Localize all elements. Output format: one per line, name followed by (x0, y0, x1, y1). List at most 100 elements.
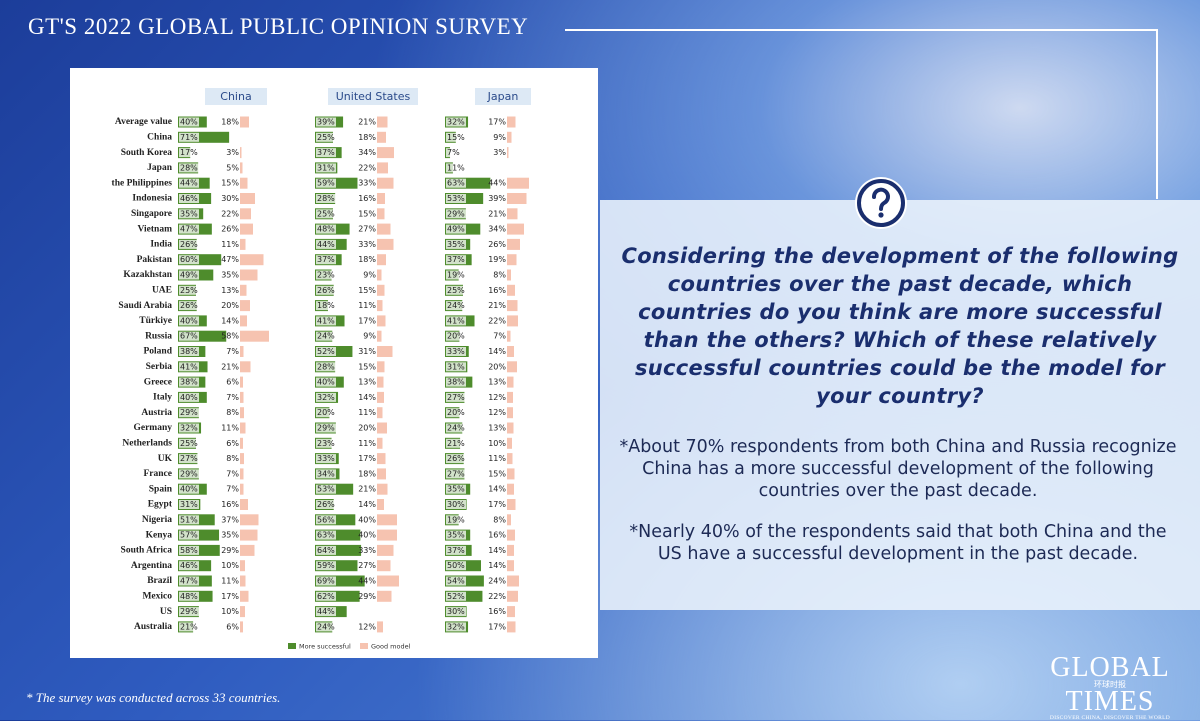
bar-label-bg (179, 163, 199, 173)
bar-good-model (240, 193, 255, 204)
bar-label-bg (446, 285, 466, 295)
bar-good-model (240, 437, 243, 449)
value-label: 14% (488, 546, 506, 555)
bar-good-model (377, 254, 386, 266)
bar-good-model (240, 346, 244, 357)
question-panel (600, 200, 1200, 610)
bar-label-bg (179, 132, 199, 142)
value-label: 11% (358, 301, 376, 310)
value-label: 48% (317, 225, 335, 234)
value-label: 26% (447, 454, 465, 463)
bar-good-model (377, 621, 383, 633)
bar-label-bg (179, 362, 199, 372)
value-label: 24% (317, 332, 335, 341)
bar-good-model (240, 208, 251, 220)
bar-label-bg (446, 561, 466, 571)
chart-panel: Average value China South Korea Japan the Ph… (70, 68, 598, 658)
value-label: 9% (493, 133, 506, 142)
value-label: 44% (488, 179, 506, 188)
value-label: 54% (447, 577, 465, 586)
logo-tagline: DISCOVER CHINA, DISCOVER THE WORLD (1049, 715, 1171, 721)
value-label: 59% (317, 179, 335, 188)
value-label: 49% (447, 225, 465, 234)
value-label: 44% (317, 240, 335, 249)
bar-more-successful (315, 529, 361, 541)
row-label: Mexico (142, 591, 172, 601)
value-label: 28% (317, 362, 335, 371)
value-label: 14% (488, 485, 506, 494)
bar-good-model (507, 544, 514, 556)
value-label: 40% (180, 393, 198, 402)
value-label: 23% (317, 271, 335, 280)
value-label: 18% (358, 255, 376, 264)
value-label: 19% (447, 271, 465, 280)
value-label: 20% (221, 301, 239, 310)
value-label: 40% (180, 485, 198, 494)
value-label: 14% (358, 500, 376, 509)
bar-label-bg (179, 607, 199, 617)
bar-good-model (240, 223, 253, 235)
value-label: 11% (221, 240, 239, 249)
value-label: 6% (226, 439, 239, 448)
bar-label-bg (446, 591, 466, 601)
bar-good-model (240, 361, 251, 373)
row-label: the Philippines (112, 178, 173, 188)
bar-good-model (240, 315, 247, 327)
row-label: Poland (143, 347, 172, 357)
bar-good-model (377, 238, 394, 250)
row-label: Nigeria (142, 515, 172, 525)
bar-good-model (240, 575, 246, 587)
bar-good-model (377, 361, 385, 373)
value-label: 14% (488, 561, 506, 570)
bar-label-bg (316, 301, 336, 311)
value-label: 16% (488, 531, 506, 540)
value-label: 17% (488, 622, 506, 631)
bar-label-bg (179, 454, 199, 464)
value-label: 31% (447, 362, 465, 371)
value-label: 17% (358, 316, 376, 325)
bar-good-model (377, 284, 385, 296)
bar-label-bg (446, 270, 466, 280)
bar-label-bg (179, 194, 199, 203)
value-label: 71% (180, 133, 198, 142)
value-label: 20% (447, 408, 465, 417)
bar-good-model (377, 407, 383, 419)
value-label: 29% (317, 424, 335, 433)
value-label: 12% (358, 622, 376, 631)
panel-header-box (205, 88, 267, 105)
bar-good-model (377, 330, 382, 342)
bar-good-model (507, 529, 515, 541)
value-label: 17% (488, 118, 506, 127)
bar-good-model (507, 131, 512, 143)
bar-label-bg (179, 148, 199, 158)
bar-good-model (377, 422, 387, 434)
bar-more-successful (178, 131, 230, 143)
value-label: 41% (180, 362, 198, 371)
bar-label-bg (316, 438, 336, 448)
bar-good-model (240, 606, 245, 618)
note: *Nearly 40% of the respondents said that… (629, 522, 1167, 564)
value-label: 17% (180, 148, 198, 157)
bar-label-bg (446, 408, 466, 418)
value-label: 8% (493, 271, 506, 280)
value-label: 29% (180, 469, 198, 478)
bar-label-bg (179, 209, 199, 219)
bar-good-model (507, 483, 514, 495)
bar-label-bg (316, 591, 336, 601)
chart: Average value China South Korea Japan the Ph… (112, 88, 531, 651)
value-label: 26% (180, 240, 198, 249)
bar-label-bg (179, 117, 199, 127)
value-label: 18% (221, 118, 239, 127)
value-label: 11% (221, 424, 239, 433)
value-label: 44% (358, 577, 376, 586)
value-label: 21% (488, 301, 506, 310)
value-label: 35% (447, 240, 465, 249)
row-label: Saudi Arabia (118, 301, 172, 311)
value-label: 32% (447, 622, 465, 631)
value-label: 27% (358, 561, 376, 570)
value-label: 17% (221, 592, 239, 601)
bar-label-bg (179, 239, 199, 249)
value-label: 58% (221, 332, 239, 341)
bar-good-model (507, 346, 514, 357)
